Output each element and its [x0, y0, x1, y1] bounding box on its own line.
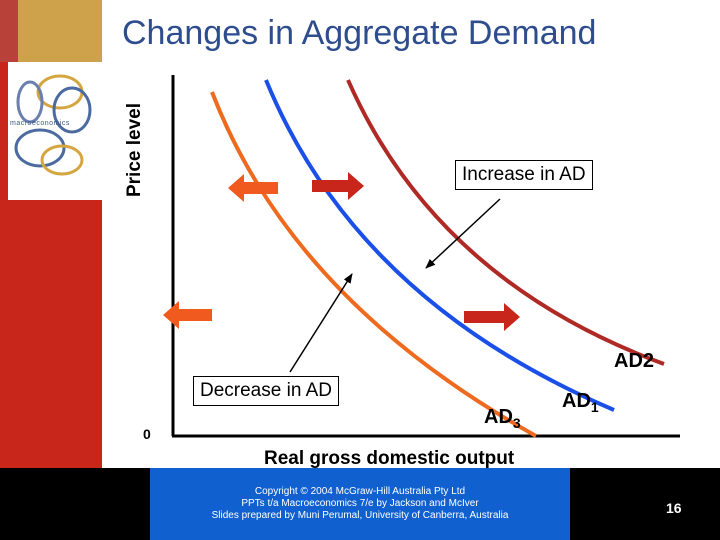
ad3-curve	[210, 91, 537, 438]
footer-bar	[0, 468, 720, 540]
decrease-arrow-lower	[163, 301, 212, 329]
ad-diagram	[163, 75, 680, 438]
y-axis-label: Price level	[124, 102, 145, 198]
slide-title: Changes in Aggregate Demand	[122, 14, 597, 52]
page-number: 16	[666, 500, 682, 516]
ad1-label: AD1	[562, 390, 599, 415]
ad1-label-sub: 1	[590, 399, 599, 415]
book-cover-image: macroeconomics	[0, 62, 102, 200]
copyright-line-3: Slides prepared by Muni Perumal, Univers…	[211, 510, 509, 521]
decrease-pointer-arrow	[289, 273, 353, 373]
increase-arrow-upper	[312, 172, 364, 200]
decrease-arrow-upper	[228, 174, 278, 202]
ad3-label-main: AD	[484, 406, 513, 428]
book-title: macroeconomics	[10, 120, 70, 127]
copyright-line-2: PPTs t/a Macroeconomics 7/e by Jackson a…	[241, 498, 479, 509]
ad1-curve	[264, 79, 615, 412]
ad2-label-main: AD	[614, 350, 643, 372]
ad1-label-main: AD	[562, 390, 591, 412]
x-axis-label: Real gross domestic output	[264, 448, 515, 469]
footer-blue-panel	[150, 468, 570, 540]
increase-arrow-lower	[464, 303, 520, 331]
increase-ad-label: Increase in AD	[455, 160, 593, 190]
origin-label: 0	[143, 426, 151, 442]
ad2-label-sub: 2	[642, 350, 655, 372]
strip-top-band	[0, 0, 102, 62]
copyright-line-1: Copyright © 2004 McGraw-Hill Australia P…	[254, 486, 466, 497]
ad3-label: AD3	[484, 406, 521, 431]
increase-pointer-arrow	[425, 198, 501, 269]
decrease-ad-label: Decrease in AD	[193, 376, 340, 406]
ad2-label: AD2	[614, 350, 654, 373]
ad3-label-sub: 3	[512, 415, 521, 431]
ad2-curve	[346, 79, 665, 366]
copyright-text: Copyright © 2004 McGraw-Hill Australia P…	[150, 486, 570, 522]
